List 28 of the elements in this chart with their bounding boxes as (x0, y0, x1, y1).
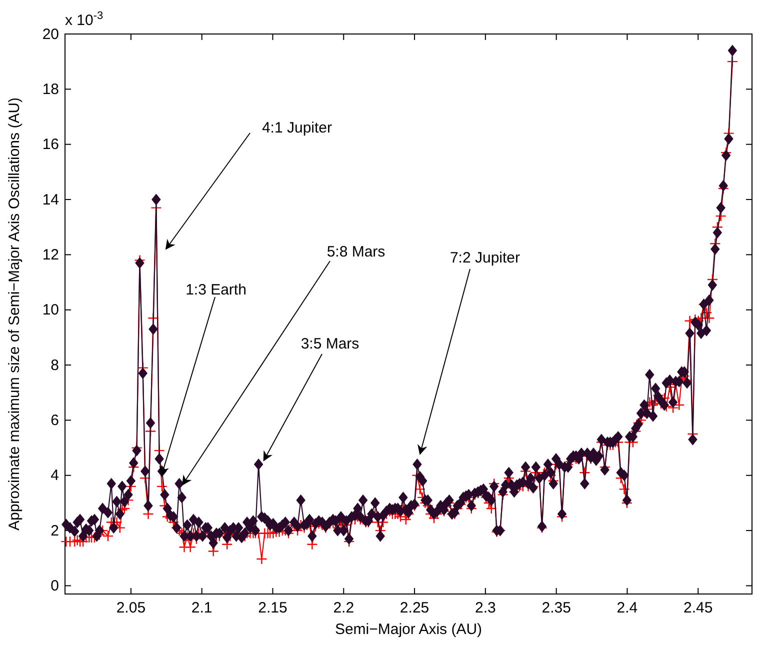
text: x 10$^{-3}$ (65, 10, 104, 29)
x-tick-label: 2.3 (474, 600, 496, 617)
annotation: 4:1 Jupiter (262, 119, 332, 136)
y-tick-label: 16 (42, 136, 59, 154)
y-tick-label: 8 (50, 356, 59, 374)
x-tick-label: 2.05 (116, 600, 146, 617)
y-tick-label: 18 (42, 80, 59, 98)
y-tick-label: 10 (42, 302, 59, 319)
x-tick-label: 2.45 (684, 600, 713, 617)
x-tick-label: 2.4 (616, 600, 638, 617)
y-tick-label: 4 (50, 467, 59, 484)
annotation: 5:8 Mars (326, 243, 386, 260)
x-tick-label: 2.15 (258, 600, 288, 617)
y-tick-label: 6 (50, 412, 59, 430)
y-tick-label: 20 (42, 26, 59, 43)
x-tick-label: 2.25 (400, 600, 430, 617)
annotation: 3:5 Mars (300, 335, 360, 352)
x-tick-label: 2.35 (542, 600, 571, 617)
y-tick-label: 14 (42, 191, 59, 208)
y-axis-title: Approximate maximum size of Semi−Major Axis Oscillations (AU) (6, 97, 23, 531)
y-tick-label: 12 (42, 246, 59, 264)
annotation: 7:2 Jupiter (450, 249, 520, 266)
x-tick-label: 2.1 (191, 600, 212, 617)
x-tick-label: 2.2 (333, 600, 354, 617)
y-tick-label: 0 (50, 578, 59, 595)
y-tick-label: 2 (50, 522, 59, 540)
x-axis-title: Semi−Major Axis (AU) (334, 621, 482, 638)
annotation: 1:3 Earth (186, 281, 246, 298)
